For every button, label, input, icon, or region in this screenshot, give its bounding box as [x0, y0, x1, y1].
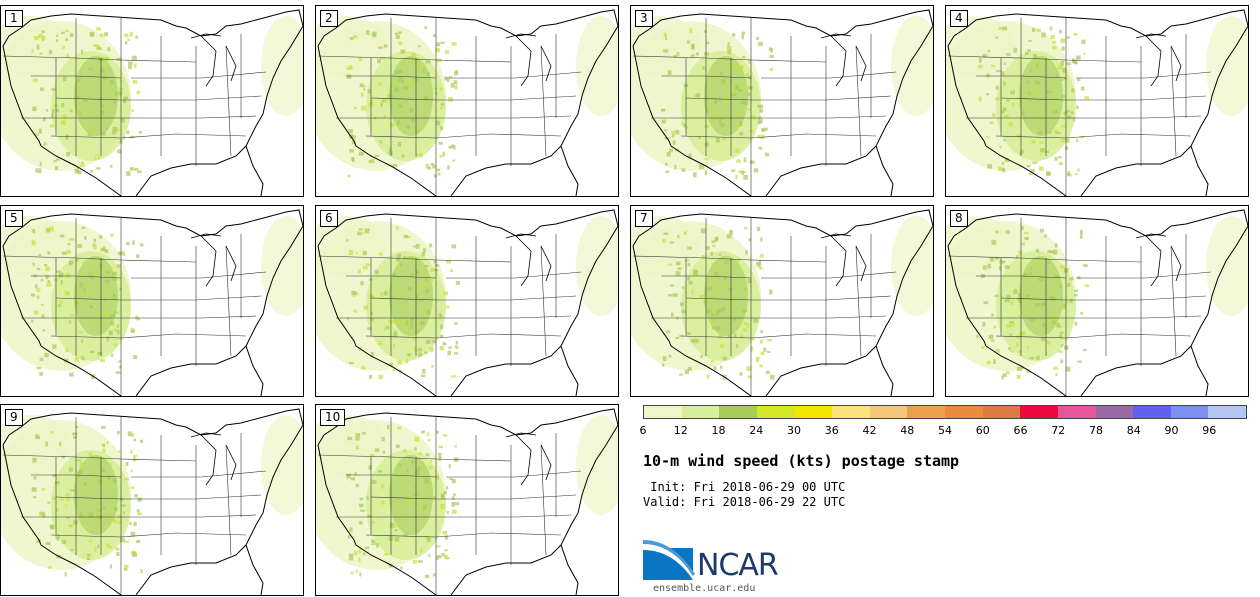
member-map — [631, 209, 933, 396]
ncar-logo-icon — [643, 540, 695, 580]
member-panel-2: 2 — [315, 5, 619, 197]
colorbar-tick-label: 54 — [938, 424, 952, 437]
colorbar-tick-label: 42 — [862, 424, 877, 437]
colorbar-tick-label: 24 — [749, 424, 764, 437]
logo-url: ensemble.ucar.edu — [653, 583, 756, 594]
member-panel-9: 9 — [0, 404, 304, 596]
colorbar-swatch — [907, 406, 945, 418]
member-number: 5 — [5, 210, 23, 227]
colorbar-tick-labels: 6 12 18 24 30 36 42 48 54 60 66 72 78 84 90 96 — [639, 424, 1247, 438]
colorbar-tick-label: 84 — [1126, 424, 1141, 437]
colorbar-swatch — [1133, 406, 1171, 418]
member-map — [631, 9, 933, 196]
colorbar-tick-label: 36 — [824, 424, 839, 437]
member-map — [946, 209, 1248, 396]
colorbar-swatch — [869, 406, 908, 418]
member-number: 9 — [5, 409, 23, 426]
member-number: 10 — [320, 409, 346, 426]
colorbar-tick-label: 72 — [1051, 424, 1066, 437]
colorbar-tick-label: 96 — [1202, 424, 1217, 437]
colorbar — [643, 405, 1247, 419]
member-number: 3 — [635, 10, 653, 27]
colorbar-swatch — [1208, 406, 1246, 418]
colorbar-tick-label: 12 — [673, 424, 688, 437]
colorbar-tick-label: 6 — [639, 424, 647, 437]
valid-time: Valid: Fri 2018-06-29 22 UTC — [643, 495, 846, 509]
member-panel-7: 7 — [630, 205, 934, 397]
colorbar-tick-label: 18 — [711, 424, 726, 437]
member-map — [946, 9, 1248, 196]
member-number: 7 — [635, 210, 653, 227]
member-panel-1: 1 — [0, 5, 304, 197]
member-map — [316, 9, 618, 196]
colorbar-swatch — [719, 406, 757, 418]
member-panel-8: 8 — [945, 205, 1249, 397]
colorbar-swatch — [681, 406, 720, 418]
colorbar-swatch — [982, 406, 1021, 418]
member-panel-4: 4 — [945, 5, 1249, 197]
colorbar-swatch — [1057, 406, 1096, 418]
colorbar-tick-label: 66 — [1013, 424, 1028, 437]
colorbar-swatch — [1020, 406, 1058, 418]
ncar-logo-text: NCAR — [697, 548, 779, 583]
member-panel-10: 10 — [315, 404, 619, 596]
colorbar-swatch — [832, 406, 870, 418]
map-title: 10-m wind speed (kts) postage stamp — [643, 452, 960, 470]
colorbar-tick-label: 60 — [975, 424, 990, 437]
member-number: 1 — [5, 10, 23, 27]
member-panel-6: 6 — [315, 205, 619, 397]
member-number: 4 — [950, 10, 968, 27]
colorbar-tick-label: 30 — [787, 424, 801, 437]
member-panel-3: 3 — [630, 5, 934, 197]
colorbar-swatch — [756, 406, 795, 418]
colorbar-swatch — [1170, 406, 1209, 418]
member-number: 2 — [320, 10, 338, 27]
member-panel-5: 5 — [0, 205, 304, 397]
member-number: 8 — [950, 210, 968, 227]
member-map — [1, 9, 303, 196]
colorbar-swatch — [1095, 406, 1134, 418]
colorbar-tick-label: 78 — [1089, 424, 1103, 437]
member-number: 6 — [320, 210, 338, 227]
colorbar-swatch — [644, 406, 682, 418]
colorbar-tick-label: 48 — [900, 424, 915, 437]
colorbar-swatch — [794, 406, 833, 418]
member-map — [316, 209, 618, 396]
colorbar-tick-label: 90 — [1164, 424, 1179, 437]
member-map — [1, 209, 303, 396]
member-map — [1, 408, 303, 595]
colorbar-swatch — [945, 406, 983, 418]
init-time: Init: Fri 2018-06-29 00 UTC — [643, 480, 846, 494]
member-map — [316, 408, 618, 595]
